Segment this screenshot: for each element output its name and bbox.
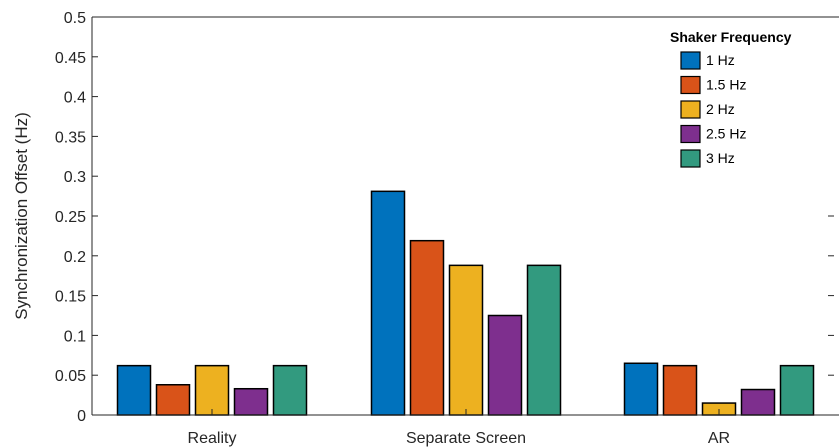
y-tick-label: 0.4: [64, 90, 86, 107]
legend-swatch: [680, 149, 701, 168]
y-axis-label: Synchronization Offset (Hz): [12, 112, 31, 320]
y-axis-ticks: 0 0.05 0.1 0.15 0.2 0.25 0.3 0.35 0.4 0.45 0.5: [55, 10, 834, 425]
bar: [116, 364, 152, 416]
axes: [91, 16, 839, 416]
bar: [272, 364, 308, 416]
bar: [662, 364, 698, 416]
x-tick-label: Separate Screen: [406, 430, 526, 447]
x-tick-label: Reality: [188, 430, 237, 447]
y-tick-label: 0.2: [64, 249, 86, 266]
y-tick-label: 0.1: [64, 328, 86, 345]
x-tick-label: AR: [708, 430, 730, 447]
bar: [740, 388, 776, 416]
legend-label: 1.5 Hz: [706, 77, 746, 93]
bar: [623, 362, 659, 416]
bar: [779, 364, 815, 416]
y-tick-label: 0.3: [64, 169, 86, 186]
legend-label: 3 Hz: [706, 150, 735, 166]
legend-swatch: [680, 75, 701, 95]
legend-swatch: [680, 51, 701, 70]
bar: [448, 264, 484, 416]
legend-label: 2 Hz: [706, 101, 735, 117]
bar: [155, 384, 191, 416]
x-axis-tick-labels: Reality Separate Screen AR: [188, 409, 730, 447]
y-tick-label: 0.05: [55, 368, 86, 385]
bars: [116, 190, 815, 416]
legend-label: 1 Hz: [706, 52, 735, 68]
legend-label: 2.5 Hz: [706, 126, 746, 142]
y-tick-label: 0.45: [55, 50, 86, 67]
legend: Shaker Frequency 1 Hz 1.5 Hz 2 Hz 2.5 Hz 3 Hz: [669, 28, 839, 178]
legend-title: Shaker Frequency: [670, 29, 792, 45]
legend-swatch: [680, 100, 701, 119]
y-tick-label: 0.35: [55, 129, 86, 146]
y-tick-label: 0.5: [64, 10, 86, 27]
y-tick-label: 0: [77, 408, 86, 425]
y-tick-label: 0.15: [55, 289, 86, 306]
bar: [194, 364, 230, 416]
bar: [233, 387, 269, 416]
bar: [370, 190, 406, 416]
bar: [526, 264, 562, 416]
y-tick-label: 0.25: [55, 209, 86, 226]
bar: [409, 239, 445, 416]
legend-swatch: [680, 124, 701, 144]
bar: [487, 314, 523, 416]
